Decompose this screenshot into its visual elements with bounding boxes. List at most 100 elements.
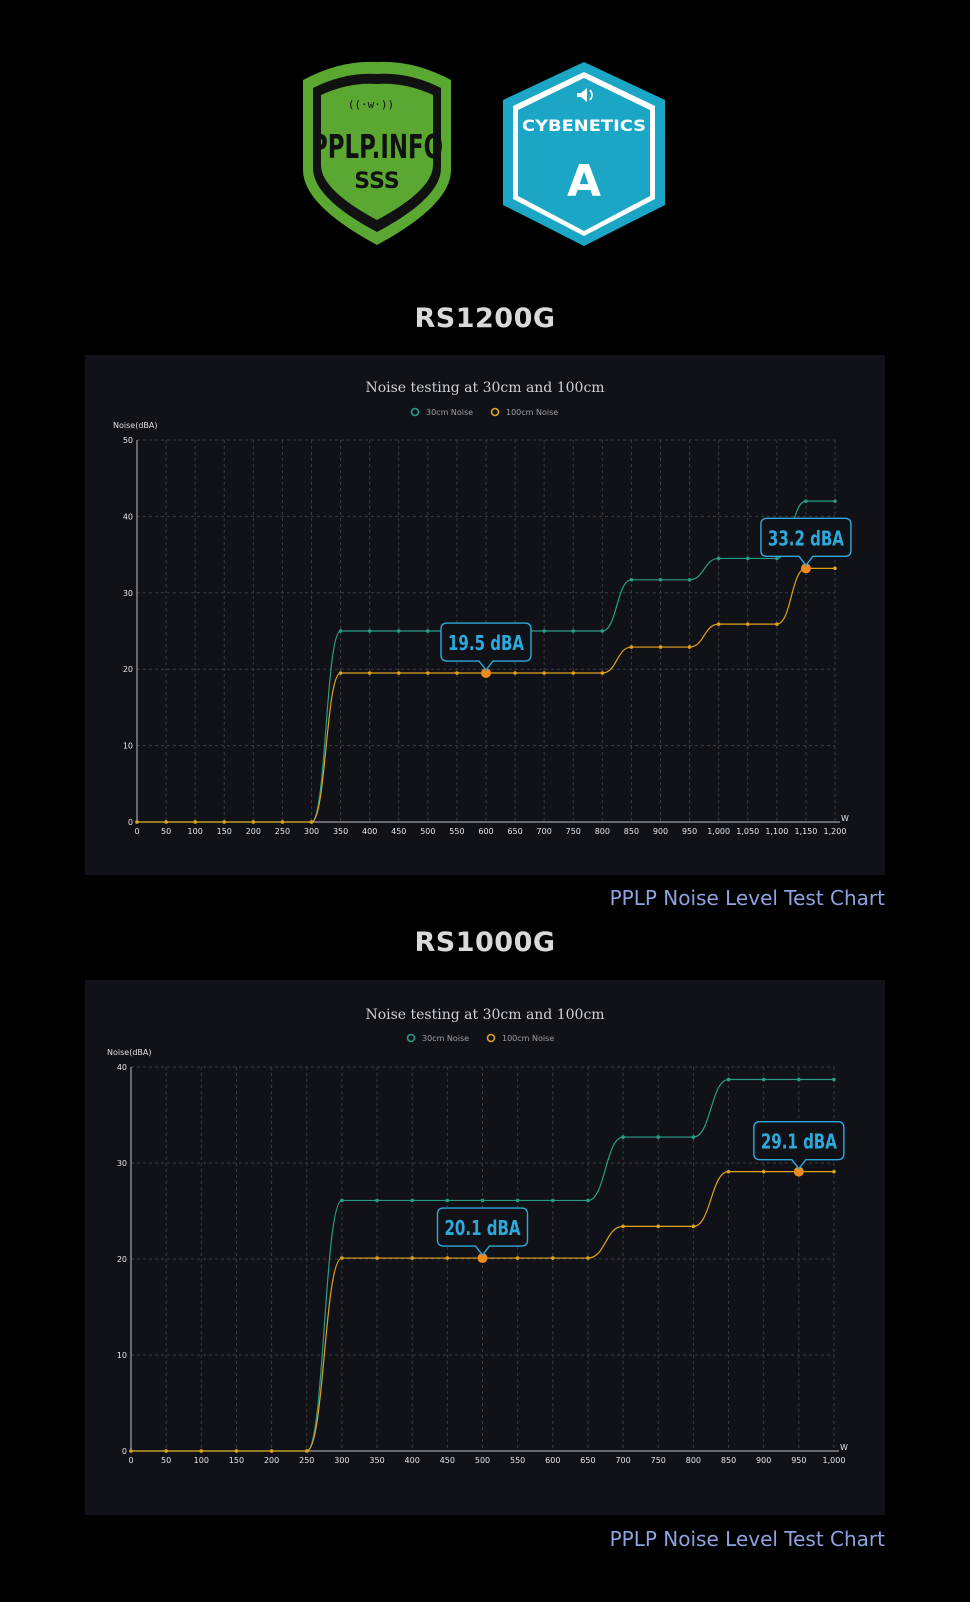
data-point <box>515 1256 520 1260</box>
x-tick-label: 350 <box>369 1456 384 1465</box>
x-tick-label: 800 <box>595 827 610 836</box>
data-point <box>199 1449 204 1453</box>
data-point <box>396 629 401 633</box>
data-point <box>832 1077 836 1082</box>
x-tick-label: 700 <box>615 1456 630 1465</box>
data-point <box>410 1198 415 1203</box>
x-tick-label: 850 <box>721 1456 736 1465</box>
legend: 30cm Noise 100cm Noise <box>406 1033 554 1043</box>
x-tick-label: 0 <box>134 827 139 836</box>
legend-marker-1 <box>490 407 500 417</box>
legend-label-0: 30cm Noise <box>422 1034 469 1043</box>
x-tick-label: 850 <box>624 827 639 836</box>
data-point <box>691 1224 696 1229</box>
data-point <box>761 1077 766 1082</box>
data-point <box>629 645 634 649</box>
data-point <box>367 629 372 633</box>
data-point <box>691 1135 696 1139</box>
data-point <box>621 1224 625 1229</box>
data-point <box>551 1198 555 1203</box>
x-tick-label: 650 <box>507 827 522 836</box>
chart-caption-1: PPLP Noise Level Test Chart <box>609 886 885 910</box>
x-tick-label: 400 <box>405 1456 420 1465</box>
y-tick-label: 40 <box>117 1063 127 1072</box>
data-point <box>600 629 605 633</box>
data-point <box>193 820 197 824</box>
x-tick-label: 100 <box>194 1456 209 1465</box>
legend-label-1: 100cm Noise <box>506 408 558 417</box>
chart-caption-2: PPLP Noise Level Test Chart <box>609 1527 885 1551</box>
certification-badges: ((·w·)) PPLP.INFO SSS CYBENETICS A <box>303 61 665 246</box>
y-tick-label: 20 <box>123 665 133 674</box>
x-tick-label: 200 <box>264 1456 279 1465</box>
chart-title: Noise testing at 30cm and 100cm <box>365 380 604 396</box>
data-point <box>687 578 692 582</box>
x-tick-label: 700 <box>537 827 552 836</box>
data-point <box>621 1135 625 1139</box>
data-point <box>600 671 605 675</box>
data-point <box>164 820 168 824</box>
data-point <box>340 1198 344 1203</box>
y-tick-label: 0 <box>128 818 133 827</box>
data-point <box>455 671 459 675</box>
x-tick-label: 600 <box>478 827 493 836</box>
annotation-1: 33.2 dBA <box>760 517 852 574</box>
data-point <box>586 1198 590 1203</box>
y-axis-label: Noise(dBA) <box>113 421 157 430</box>
x-tick-label: 950 <box>682 827 697 836</box>
x-tick-label: 650 <box>580 1456 595 1465</box>
legend-marker-0 <box>410 407 420 417</box>
data-point <box>761 1169 766 1174</box>
legend-label-0: 30cm Noise <box>426 408 473 417</box>
x-tick-label: 50 <box>161 827 171 836</box>
noise-chart-rs1000g: Noise testing at 30cm and 100cm 30cm Nois… <box>107 1007 848 1465</box>
y-tick-label: 30 <box>117 1159 127 1168</box>
x-tick-label: 150 <box>229 1456 244 1465</box>
data-point <box>129 1449 133 1453</box>
data-point <box>375 1198 379 1203</box>
x-tick-label: 1,100 <box>765 827 788 836</box>
x-tick-label: 250 <box>275 827 290 836</box>
legend: 30cm Noise 100cm Noise <box>410 407 558 417</box>
x-tick-label: 500 <box>420 827 435 836</box>
data-point <box>280 820 285 824</box>
data-point <box>571 671 576 675</box>
x-tick-label: 750 <box>566 827 581 836</box>
data-point <box>745 556 750 561</box>
series-1 <box>129 1169 836 1453</box>
y-tick-label: 20 <box>117 1255 127 1264</box>
x-tick-label: 1,150 <box>794 827 817 836</box>
data-point <box>542 629 546 633</box>
y-tick-label: 10 <box>123 742 133 751</box>
annotation-marker <box>477 1253 488 1264</box>
grid <box>137 439 836 822</box>
chart-title: Noise testing at 30cm and 100cm <box>365 1007 604 1023</box>
legend-marker-1 <box>486 1033 496 1043</box>
pplp-badge-rating: SSS <box>354 169 400 194</box>
x-tick-label: 250 <box>299 1456 314 1465</box>
series-line-1 <box>131 1171 834 1452</box>
data-point <box>375 1256 379 1260</box>
x-tick-label: 100 <box>188 827 203 836</box>
data-point <box>340 1256 344 1260</box>
data-point <box>716 556 721 561</box>
data-point <box>656 1224 661 1229</box>
data-point <box>367 671 372 675</box>
data-point <box>745 622 750 626</box>
data-point <box>542 671 546 675</box>
x-tick-label: 150 <box>217 827 232 836</box>
data-point <box>775 556 779 561</box>
x-tick-label: 300 <box>304 827 319 836</box>
x-tick-label: 1,200 <box>824 827 847 836</box>
annotation-marker <box>481 668 491 679</box>
y-tick-label: 30 <box>123 589 133 598</box>
x-tick-label: 900 <box>756 1456 771 1465</box>
data-point <box>222 820 227 824</box>
pplp-shield-icon: ((·w·)) PPLP.INFO SSS <box>303 61 451 246</box>
cybenetics-badge-icon: CYBENETICS A <box>503 62 665 246</box>
legend-marker-0 <box>406 1033 416 1043</box>
x-tick-label: 450 <box>391 827 406 836</box>
data-point <box>269 1449 274 1453</box>
data-point <box>726 1169 731 1174</box>
x-tick-label: 800 <box>686 1456 701 1465</box>
